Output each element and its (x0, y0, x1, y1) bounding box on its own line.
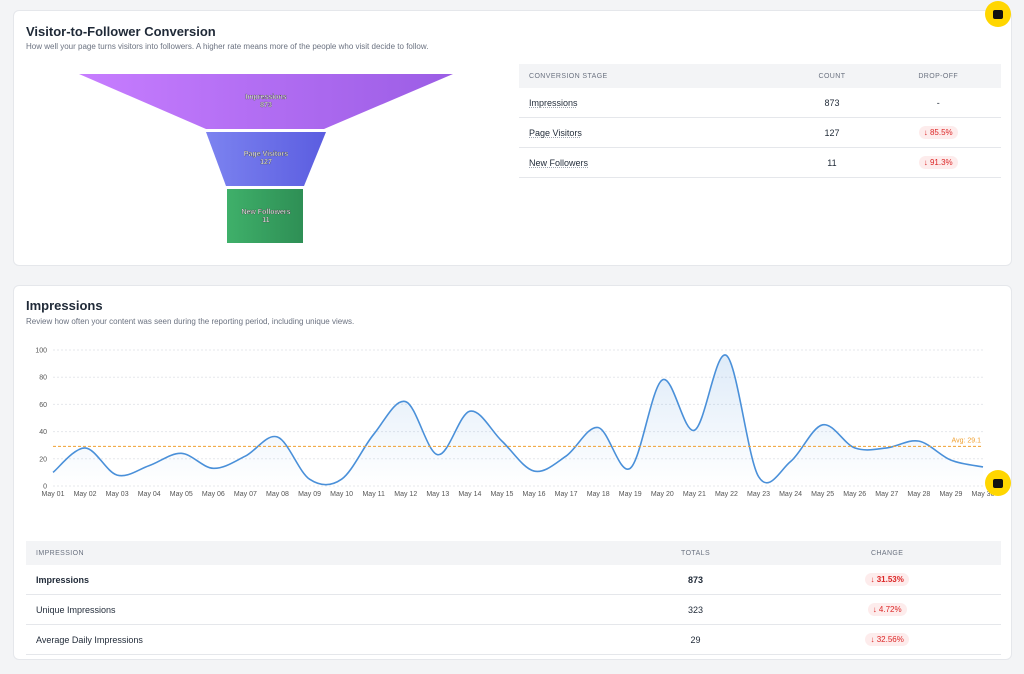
th: CONVERSION STAGE (519, 64, 789, 88)
drop-off: ↓ 91.3% (918, 156, 958, 169)
change: ↓ 31.53% (865, 573, 909, 586)
y-tick-label: 100 (35, 348, 47, 355)
x-tick-label: May 17 (555, 491, 578, 498)
chat-button[interactable] (985, 1, 1011, 27)
x-tick-label: May 18 (587, 491, 610, 498)
count: 873 (788, 88, 876, 118)
x-tick-label: May 26 (843, 491, 866, 498)
line-chart: 0 20 40 60 80 100 May 01 May 02 May 03 May 04 May … (35, 348, 995, 499)
impressions-table: IMPRESSION TOTALS CHANGE Impressions 873 ↓ 3… (26, 541, 1001, 655)
funnel-count: 127 (260, 159, 272, 166)
x-tick-label: May 20 (651, 491, 674, 498)
x-tick-label: May 03 (106, 491, 129, 498)
x-tick-label: May 13 (426, 491, 449, 498)
average-label: Avg: 29.1 (952, 437, 982, 444)
y-tick-label: 0 (43, 484, 47, 491)
card-title: Visitor-to-Follower Conversion (26, 24, 216, 39)
card-subtitle: Review how often your content was seen d… (26, 317, 355, 326)
x-tick-label: May 27 (875, 491, 898, 498)
x-tick-label: May 12 (394, 491, 417, 498)
x-tick-label: May 07 (234, 491, 257, 498)
chat-button[interactable] (985, 470, 1011, 496)
x-tick-label: May 02 (74, 491, 97, 498)
metric: Average Daily Impressions (26, 624, 618, 655)
drop-off: ↓ 85.5% (918, 126, 958, 139)
stage: Page Visitors (529, 127, 582, 138)
x-tick-label: May 01 (42, 491, 65, 498)
x-tick-label: May 09 (298, 491, 321, 498)
total: 873 (617, 565, 774, 595)
funnel-stage (79, 74, 453, 129)
x-tick-label: May 14 (458, 491, 481, 498)
conversion-table: CONVERSION STAGE COUNT DROP-OFF Impression… (519, 64, 1001, 178)
x-tick-label: May 21 (683, 491, 706, 498)
y-tick-label: 20 (39, 456, 47, 463)
th: COUNT (788, 64, 876, 88)
x-tick-label: May 08 (266, 491, 289, 498)
drop-off: - (875, 88, 1001, 118)
total: 323 (617, 594, 774, 625)
y-tick-label: 80 (39, 375, 47, 382)
funnel-label: Impressions (245, 94, 286, 101)
x-tick-label: May 23 (747, 491, 770, 498)
x-tick-label: May 30 (972, 491, 995, 498)
total: 29 (617, 624, 774, 655)
funnel-stage (206, 132, 326, 186)
th: TOTALS (617, 541, 774, 565)
area-fill (53, 354, 983, 486)
x-tick-label: May 19 (619, 491, 642, 498)
change: ↓ 4.72% (867, 603, 907, 616)
th: IMPRESSION (26, 541, 618, 565)
funnel: Impressions 873 Page Visitors 127 New Fo… (79, 74, 453, 243)
funnel-stage (227, 189, 303, 243)
x-tick-label: May 25 (811, 491, 834, 498)
x-tick-label: May 04 (138, 491, 161, 498)
conversion-card: Visitor-to-Follower Conversion How well … (13, 10, 1012, 266)
stage: Impressions (529, 97, 578, 108)
y-tick-label: 60 (39, 402, 47, 409)
line-series (52, 354, 984, 486)
change: ↓ 32.56% (865, 633, 909, 646)
x-tick-label: May 16 (523, 491, 546, 498)
card-title: Impressions (26, 298, 103, 313)
x-tick-label: May 24 (779, 491, 802, 498)
card-subtitle: How well your page turns visitors into f… (26, 42, 429, 51)
count: 11 (788, 147, 876, 178)
x-tick-label: May 15 (490, 491, 513, 498)
funnel-label: Page Visitors (244, 151, 288, 158)
th: DROP-OFF (875, 64, 1001, 88)
stage: New Followers (529, 157, 589, 168)
y-tick-label: 40 (39, 429, 47, 436)
count: 127 (788, 117, 876, 148)
impressions-card: Impressions Review how often your conten… (13, 285, 1012, 660)
metric: Impressions (26, 565, 618, 595)
funnel-label: New Followers (241, 209, 290, 216)
funnel-count: 11 (262, 217, 270, 224)
x-tick-label: May 11 (362, 491, 385, 498)
funnel-count: 873 (260, 102, 272, 109)
th: CHANGE (773, 541, 1001, 565)
x-tick-label: May 06 (202, 491, 225, 498)
x-tick-label: May 28 (907, 491, 930, 498)
x-tick-label: May 22 (715, 491, 738, 498)
x-tick-label: May 29 (939, 491, 962, 498)
metric: Unique Impressions (26, 594, 618, 625)
x-tick-label: May 05 (170, 491, 193, 498)
x-tick-label: May 10 (330, 491, 353, 498)
